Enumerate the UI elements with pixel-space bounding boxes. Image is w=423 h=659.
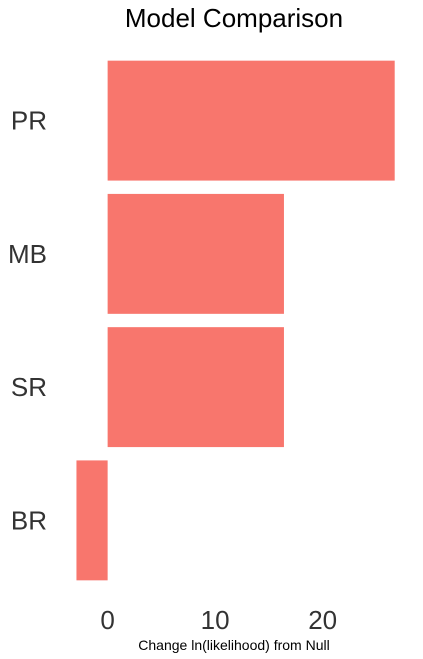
category-label-br: BR	[11, 505, 47, 535]
chart-title: Model Comparison	[125, 3, 343, 33]
bar-mb	[107, 193, 284, 314]
x-tick-label-0: 0	[100, 605, 114, 635]
x-tick-label-20: 20	[308, 605, 337, 635]
bar-sr	[107, 327, 284, 448]
x-tick-label-10: 10	[201, 605, 230, 635]
x-tick-labels: 0 10 20	[100, 605, 337, 635]
bar-br	[76, 460, 108, 581]
x-axis-title: Change ln(likelihood) from Null	[138, 637, 329, 653]
category-label-pr: PR	[11, 106, 47, 136]
bar-pr	[107, 60, 395, 181]
category-label-sr: SR	[11, 372, 47, 402]
bars-layer	[76, 60, 395, 581]
category-labels: PR MB SR BR	[8, 106, 47, 536]
category-label-mb: MB	[8, 239, 47, 269]
